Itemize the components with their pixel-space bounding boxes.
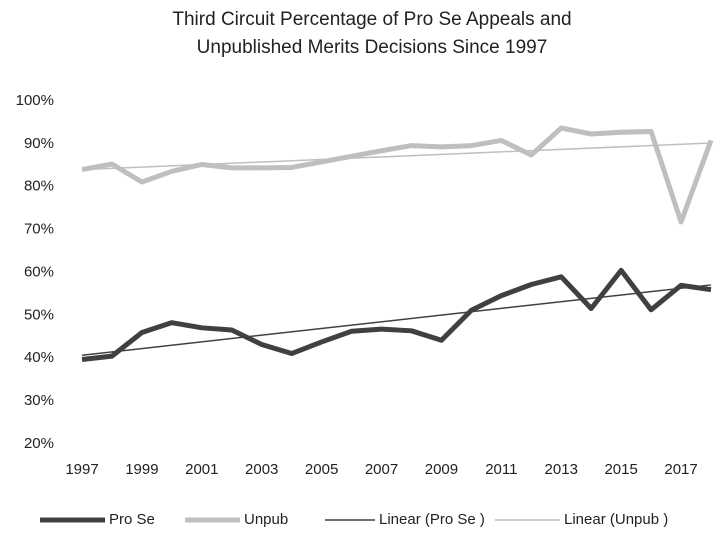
y-tick-label: 50% [24, 306, 54, 323]
legend-label: Linear (Pro Se ) [379, 511, 485, 528]
x-tick-label: 2015 [604, 461, 637, 478]
y-tick-label: 100% [16, 92, 54, 109]
chart-title: Unpublished Merits Decisions Since 1997 [197, 37, 548, 58]
y-tick-label: 20% [24, 435, 54, 452]
x-tick-label: 1999 [125, 461, 158, 478]
legend-label: Unpub [244, 511, 288, 528]
y-tick-label: 60% [24, 263, 54, 280]
x-tick-label: 2011 [485, 461, 517, 478]
y-tick-label: 30% [24, 392, 54, 409]
data-line [81, 125, 714, 225]
legend-label: Pro Se [109, 511, 155, 528]
legend-label: Linear (Unpub ) [564, 511, 668, 528]
data-line [81, 267, 712, 363]
trend-line [81, 142, 712, 171]
y-tick-label: 90% [24, 135, 54, 152]
x-tick-label: 2005 [305, 461, 338, 478]
x-tick-label: 2009 [425, 461, 458, 478]
x-tick-label: 2001 [185, 461, 218, 478]
x-tick-label: 2003 [245, 461, 278, 478]
chart-title: Third Circuit Percentage of Pro Se Appea… [172, 9, 571, 30]
x-tick-label: 2017 [664, 461, 697, 478]
y-tick-label: 40% [24, 349, 54, 366]
x-tick-label: 1997 [65, 461, 98, 478]
trend-line [81, 284, 712, 356]
x-tick-label: 2013 [545, 461, 578, 478]
y-tick-label: 80% [24, 178, 54, 195]
x-tick-label: 2007 [365, 461, 398, 478]
y-tick-label: 70% [24, 221, 54, 238]
